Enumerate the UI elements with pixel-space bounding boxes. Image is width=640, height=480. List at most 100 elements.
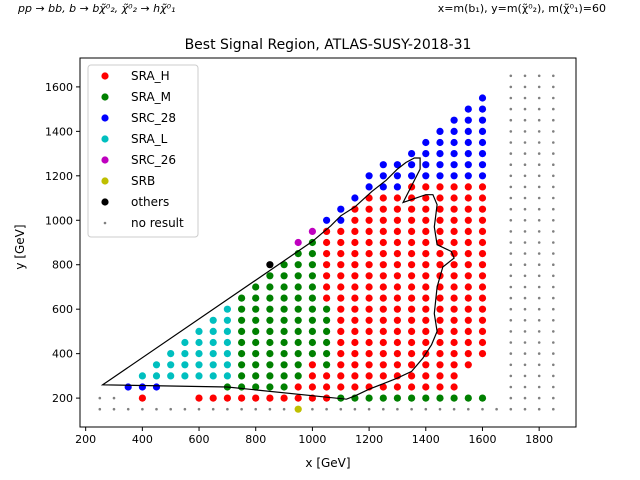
data-point-sra-m bbox=[266, 327, 274, 335]
data-point-sra-m bbox=[266, 350, 274, 358]
data-point-sra-h bbox=[351, 216, 359, 224]
data-point-no-result bbox=[523, 385, 527, 389]
y-tick-label: 400 bbox=[52, 348, 73, 361]
data-point-sra-h bbox=[450, 261, 458, 269]
data-point-sra-m bbox=[252, 294, 260, 302]
data-point-no-result bbox=[509, 330, 513, 333]
data-point-no-result bbox=[509, 385, 513, 389]
data-point-no-result bbox=[537, 285, 541, 289]
data-point-sra-h bbox=[365, 294, 373, 302]
data-point-sra-m bbox=[266, 294, 274, 302]
data-point-no-result bbox=[424, 407, 428, 411]
data-point-sra-m bbox=[294, 261, 302, 269]
data-point-no-result bbox=[523, 230, 527, 233]
series-src-28 bbox=[124, 94, 487, 391]
data-point-sra-m bbox=[294, 294, 302, 302]
data-point-sra-h bbox=[365, 261, 373, 269]
data-point-sra-h bbox=[436, 227, 444, 235]
plot-frame bbox=[79, 57, 577, 428]
data-point-sra-h bbox=[422, 205, 430, 213]
data-point-no-result bbox=[552, 96, 555, 100]
data-point-sra-m bbox=[323, 350, 331, 358]
data-point-sra-h bbox=[351, 383, 359, 391]
data-point-sra-h bbox=[351, 250, 359, 258]
data-point-no-result bbox=[169, 407, 172, 411]
data-point-sra-l bbox=[209, 316, 217, 324]
data-point-src-26 bbox=[308, 227, 316, 235]
data-point-sra-h bbox=[365, 250, 373, 258]
data-point-sra-h bbox=[478, 216, 487, 224]
data-point-sra-h bbox=[436, 372, 444, 380]
data-point-sra-h bbox=[464, 338, 472, 347]
data-point-no-result bbox=[211, 407, 215, 411]
data-point-sra-h bbox=[337, 372, 345, 380]
data-point-sra-m bbox=[294, 350, 302, 358]
data-point-src-28 bbox=[478, 127, 487, 135]
y-tick-label: 200 bbox=[52, 392, 73, 405]
data-point-no-result bbox=[509, 296, 513, 300]
data-point-no-result bbox=[509, 396, 513, 400]
legend-marker-sra-l bbox=[101, 135, 109, 143]
data-point-sra-h bbox=[337, 327, 345, 335]
data-point-sra-h bbox=[478, 250, 487, 258]
data-point-sra-h bbox=[379, 238, 387, 247]
chart-title: Best Signal Region, ATLAS-SUSY-2018-31 bbox=[185, 37, 472, 53]
data-point-sra-h bbox=[422, 338, 430, 347]
data-point-no-result bbox=[367, 407, 371, 411]
data-point-no-result bbox=[509, 107, 513, 111]
data-point-sra-h bbox=[379, 261, 387, 269]
data-point-src-28 bbox=[450, 127, 458, 135]
data-point-src-28 bbox=[152, 383, 161, 391]
data-point-sra-m bbox=[280, 316, 288, 324]
data-point-sra-m bbox=[252, 338, 260, 347]
data-point-no-result bbox=[552, 230, 555, 233]
data-point-no-result bbox=[523, 118, 527, 122]
data-point-src-28 bbox=[464, 105, 472, 113]
data-point-no-result bbox=[552, 319, 555, 322]
data-point-sra-h bbox=[393, 250, 401, 258]
data-point-sra-m bbox=[308, 238, 316, 247]
data-point-no-result bbox=[552, 74, 555, 78]
data-point-sra-m bbox=[323, 327, 331, 335]
data-point-sra-h bbox=[422, 283, 430, 291]
data-point-sra-h bbox=[351, 327, 359, 335]
legend-box bbox=[87, 64, 199, 238]
data-point-src-28 bbox=[422, 172, 430, 180]
data-point-sra-h bbox=[379, 227, 387, 235]
data-point-sra-m bbox=[436, 394, 444, 402]
data-point-src-28 bbox=[436, 150, 444, 158]
series-sra-h bbox=[138, 183, 487, 402]
data-point-no-result bbox=[523, 374, 527, 378]
data-point-sra-h bbox=[365, 305, 373, 313]
data-point-sra-h bbox=[252, 394, 260, 402]
data-point-no-result bbox=[523, 219, 527, 222]
data-point-no-result bbox=[396, 407, 399, 411]
data-point-sra-h bbox=[337, 261, 345, 269]
data-point-sra-m bbox=[266, 283, 274, 291]
data-point-sra-m bbox=[365, 394, 373, 402]
series-sra-m bbox=[223, 238, 487, 402]
data-point-no-result bbox=[509, 341, 513, 344]
data-point-src-28 bbox=[436, 161, 444, 169]
data-point-sra-h bbox=[408, 350, 416, 358]
data-point-no-result bbox=[438, 407, 442, 411]
x-tick-label: 1800 bbox=[525, 433, 553, 446]
data-point-sra-h bbox=[408, 216, 416, 224]
data-point-no-result bbox=[537, 307, 541, 311]
data-point-sra-l bbox=[152, 372, 161, 380]
data-point-src-28 bbox=[337, 216, 345, 224]
data-point-sra-l bbox=[195, 361, 203, 369]
data-point-sra-h bbox=[337, 305, 345, 313]
data-point-sra-h bbox=[478, 350, 487, 358]
data-point-no-result bbox=[268, 407, 272, 411]
data-point-sra-h bbox=[393, 350, 401, 358]
data-point-no-result bbox=[537, 341, 541, 344]
exclusion-contour bbox=[100, 157, 455, 400]
data-point-sra-h bbox=[464, 350, 472, 358]
data-point-sra-h bbox=[308, 383, 316, 391]
data-point-sra-h bbox=[408, 283, 416, 291]
data-point-sra-h bbox=[266, 394, 274, 402]
data-point-src-28 bbox=[450, 150, 458, 158]
data-point-sra-m bbox=[238, 361, 246, 369]
data-point-sra-h bbox=[408, 238, 416, 247]
